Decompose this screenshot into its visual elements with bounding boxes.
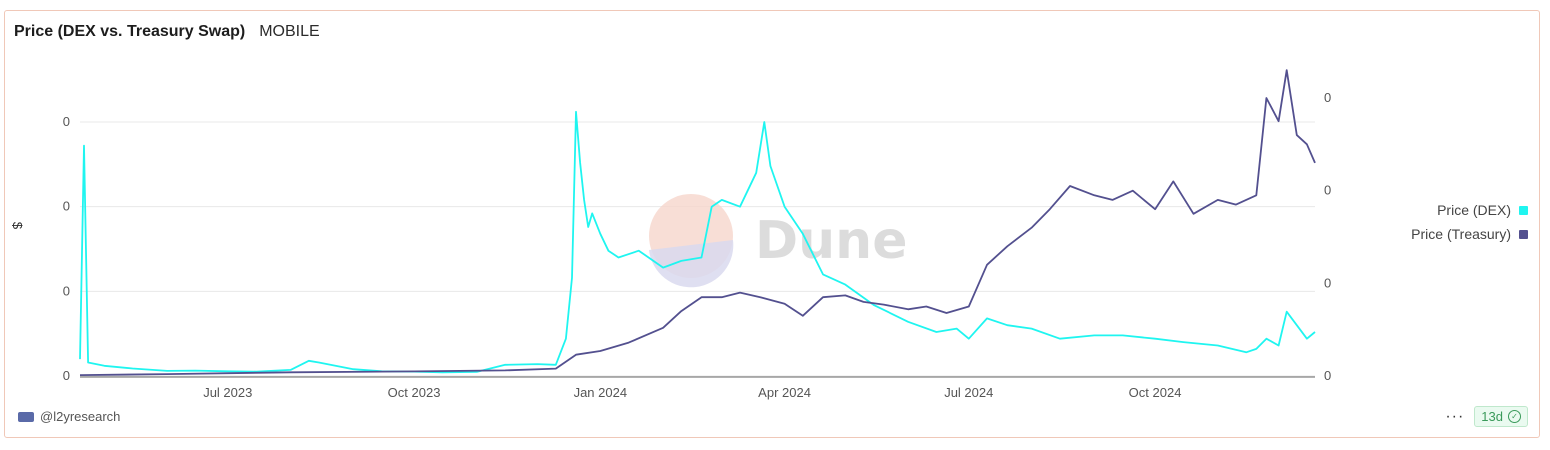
y-right-tick-label: 0 [1324,368,1331,383]
y-right-tick-label: 0 [1324,90,1331,105]
chart-header: Price (DEX vs. Treasury Swap) MOBILE [14,23,320,41]
watermark-text: Dune [755,211,907,271]
y-right-tick-label: 0 [1324,275,1331,290]
x-tick-label: Jul 2023 [203,385,252,400]
y-left-tick-label: 0 [63,368,70,383]
legend-swatch-dex [1519,205,1528,215]
watermark-logo-shade [649,240,734,288]
x-tick-label: Jan 2024 [574,385,628,400]
legend-item-treasury[interactable]: Price (Treasury) [1411,222,1528,246]
chart-subtitle: MOBILE [259,23,320,40]
chart-title: Price (DEX vs. Treasury Swap) [14,23,246,40]
legend-item-dex[interactable]: Price (DEX) [1411,198,1528,222]
series-layer [79,69,1316,376]
author-link[interactable]: @l2yresearch [18,409,120,424]
legend: Price (DEX) Price (Treasury) [1411,198,1528,246]
x-tick-label: Oct 2023 [388,385,441,400]
axes: 0 0 0 0 0 0 0 0 Jul 2023 Oct 2023 Jan 2024 Apr 2024… [63,90,1331,400]
chart-card [4,10,1540,438]
freshness-badge[interactable]: 13d ✓ [1474,406,1528,427]
freshness-label: 13d [1481,409,1503,424]
y-right-tick-label: 0 [1324,183,1331,198]
dune-watermark: Dune [649,194,907,288]
y-left-tick-label: 0 [63,114,70,129]
x-tick-label: Jul 2024 [944,385,993,400]
legend-label-treasury: Price (Treasury) [1411,226,1511,242]
legend-label-dex: Price (DEX) [1437,202,1511,218]
l2y-logo-icon [18,411,34,422]
series-line-dex [79,110,1316,374]
x-tick-label: Oct 2024 [1129,385,1182,400]
author-name: @l2yresearch [40,409,121,424]
check-circle-icon: ✓ [1508,410,1521,423]
legend-swatch-treasury [1519,229,1528,239]
series-line-treasury [79,69,1316,376]
y-left-tick-label: 0 [63,283,70,298]
x-tick-label: Apr 2024 [758,385,811,400]
y-left-tick-label: 0 [63,199,70,214]
more-options-button[interactable]: ··· [1445,407,1465,425]
footer-actions: ··· 13d ✓ [1445,406,1528,427]
